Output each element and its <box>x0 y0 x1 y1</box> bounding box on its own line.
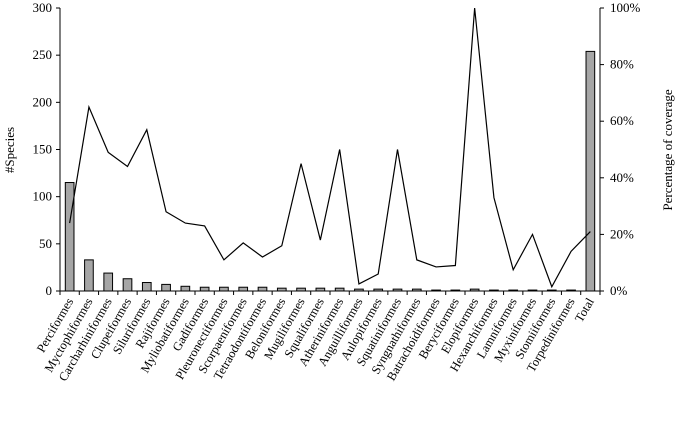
bar-total <box>585 50 596 292</box>
bar-series <box>64 50 596 292</box>
left-axis-ticks: 0 50 100 150 200 250 300 <box>33 0 60 298</box>
right-tick-label: 20% <box>610 226 634 241</box>
left-tick-label: 300 <box>33 0 53 15</box>
y2-axis-label: Percentage of coverage <box>660 89 675 210</box>
y-axis-label: #Species <box>2 127 17 173</box>
right-tick-label: 100% <box>610 0 641 15</box>
left-tick-label: 50 <box>39 236 52 251</box>
right-tick-label: 0% <box>610 283 628 298</box>
bar-myctophiformes <box>84 259 94 292</box>
bar-squatiniformes <box>392 288 403 292</box>
left-tick-label: 100 <box>33 189 53 204</box>
category-label: Total <box>572 295 597 325</box>
bar-myliobatiformes <box>180 285 191 292</box>
right-tick-label: 40% <box>610 170 634 185</box>
bar-scorpaeniformes <box>238 286 249 292</box>
bar-carcharhiniformes <box>103 272 114 292</box>
right-tick-label: 80% <box>610 57 634 72</box>
bar-gadiformes <box>199 286 210 292</box>
bar-aulopiformes <box>373 288 384 292</box>
bar-siluriformes <box>141 282 152 292</box>
axes <box>59 8 601 295</box>
bar-clupeiformes <box>122 278 133 292</box>
coverage-line <box>69 7 591 289</box>
category-labels: PerciformesMyctophiformesCarcharhiniform… <box>34 295 597 384</box>
bar-tetraodontiformes <box>257 286 268 292</box>
left-tick-label: 250 <box>33 47 53 62</box>
bar-perciformes <box>64 182 75 292</box>
bar-rajiformes <box>161 283 171 292</box>
left-tick-label: 150 <box>33 142 53 157</box>
bar-squaliformes <box>315 287 326 292</box>
left-tick-label: 0 <box>46 283 53 298</box>
bar-elopiformes <box>469 288 480 292</box>
bar-pleuronectiformes <box>219 286 229 292</box>
bar-lamniformes <box>508 289 519 292</box>
bar-myxiniformes <box>527 289 538 292</box>
bar-atheriniformes <box>334 287 345 292</box>
bar-beryciformes <box>450 289 461 292</box>
bar-beloniformes <box>276 287 287 292</box>
bar-stomiiformes <box>546 289 557 292</box>
right-axis-ticks: 0% 20% 40% 60% 80% 100% <box>600 0 641 298</box>
left-tick-label: 200 <box>33 94 53 109</box>
bar-syngnathiformes <box>411 288 422 292</box>
bar-mugiliformes <box>296 287 306 292</box>
bar-batrachoidiformes <box>431 289 441 292</box>
bar-hexanchiformes <box>489 289 499 292</box>
right-tick-label: 60% <box>610 113 634 128</box>
bar-torpediniformes <box>566 289 576 292</box>
bar-anguilliformes <box>354 288 364 292</box>
